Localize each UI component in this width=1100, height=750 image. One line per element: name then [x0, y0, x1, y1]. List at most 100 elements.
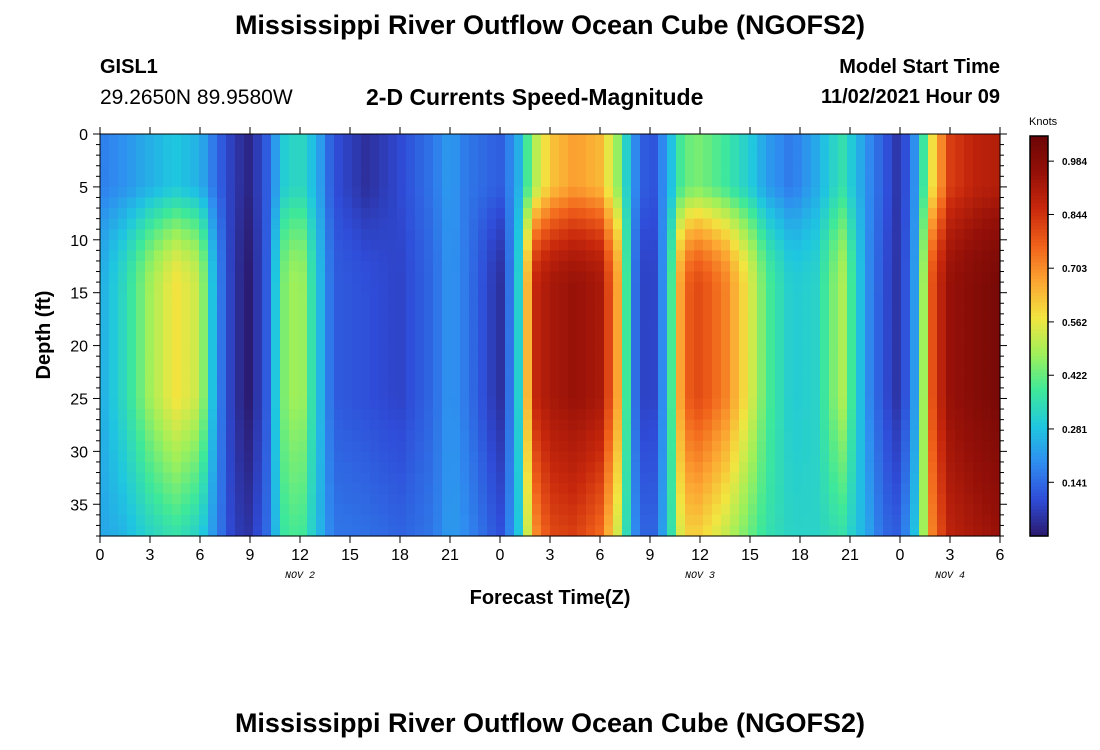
heatmap-cell [397, 366, 407, 378]
heatmap-cell [955, 525, 965, 537]
heatmap-cell [424, 440, 434, 452]
heatmap-cell [784, 197, 794, 209]
heatmap-cell [253, 303, 263, 315]
heatmap-cell [262, 398, 272, 410]
heatmap-cell [505, 514, 515, 527]
heatmap-cell [775, 525, 785, 537]
heatmap-cell [307, 271, 317, 283]
heatmap-cell [757, 197, 767, 209]
heatmap-cell [235, 398, 245, 410]
heatmap-cell [244, 356, 254, 368]
heatmap-cell [613, 356, 623, 368]
heatmap-cell [343, 345, 353, 357]
heatmap-cell [658, 493, 668, 505]
heatmap-cell [640, 356, 650, 368]
heatmap-cell [316, 461, 326, 474]
heatmap-cell [235, 366, 245, 378]
heatmap-cell [415, 282, 425, 294]
heatmap-cell [523, 250, 533, 262]
heatmap-cell [496, 483, 506, 495]
heatmap-cell [766, 366, 776, 378]
heatmap-cell [586, 493, 596, 505]
heatmap-cell [793, 398, 803, 410]
heatmap-cell [802, 271, 812, 283]
heatmap-cell [190, 335, 200, 347]
heatmap-cell [667, 229, 677, 241]
heatmap-cell [451, 504, 461, 516]
heatmap-cell [109, 483, 119, 495]
heatmap-cell [631, 260, 641, 273]
heatmap-cell [316, 324, 326, 336]
colorbar-segment [1030, 146, 1048, 150]
heatmap-cell [910, 186, 920, 199]
heatmap-cell [136, 218, 146, 230]
heatmap-cell [829, 250, 839, 262]
heatmap-cell [901, 493, 911, 505]
heatmap-cell [361, 366, 371, 378]
heatmap-cell [352, 197, 362, 209]
heatmap-cell [280, 292, 290, 304]
heatmap-cell [460, 134, 470, 146]
heatmap-cell [838, 493, 848, 505]
heatmap-cell [415, 292, 425, 304]
heatmap-cell [118, 313, 128, 326]
heatmap-cell [955, 451, 965, 463]
heatmap-cell [865, 472, 875, 484]
heatmap-cell [388, 144, 398, 156]
heatmap-cell [910, 472, 920, 484]
heatmap-cell [802, 387, 812, 400]
heatmap-cell [334, 472, 344, 484]
heatmap-cell [280, 155, 290, 167]
heatmap-cell [865, 165, 875, 177]
heatmap-cell [757, 271, 767, 283]
heatmap-cell [172, 229, 182, 241]
heatmap-cell [622, 260, 632, 273]
colorbar-segment [1030, 189, 1048, 194]
heatmap-cell [892, 313, 902, 326]
heatmap-cell [991, 483, 1001, 495]
heatmap-cell [784, 409, 794, 421]
heatmap-cell [397, 419, 407, 431]
heatmap-cell [145, 282, 155, 294]
heatmap-cell [856, 324, 866, 336]
heatmap-cell [784, 303, 794, 315]
heatmap-cell [109, 186, 119, 199]
heatmap-cell [190, 483, 200, 495]
heatmap-cell [487, 345, 497, 357]
heatmap-cell [694, 387, 704, 400]
heatmap-cell [352, 451, 362, 463]
heatmap-cell [793, 493, 803, 505]
heatmap-cell [496, 451, 506, 463]
heatmap-cell [910, 271, 920, 283]
heatmap-cell [496, 134, 506, 146]
heatmap-cell [964, 218, 974, 230]
heatmap-cell [343, 419, 353, 431]
heatmap-cell [388, 345, 398, 357]
heatmap-cell [892, 218, 902, 230]
heatmap-cell [811, 345, 821, 357]
heatmap-cell [100, 387, 110, 400]
heatmap-cell [145, 218, 155, 230]
heatmap-cell [631, 366, 641, 378]
heatmap-cell [766, 134, 776, 146]
heatmap-cell [694, 377, 704, 389]
heatmap-cell [343, 440, 353, 452]
heatmap-cell [550, 155, 560, 167]
heatmap-cell [703, 514, 713, 527]
heatmap-cell [829, 303, 839, 315]
heatmap-cell [208, 345, 218, 357]
heatmap-cell [496, 144, 506, 156]
heatmap-cell [136, 451, 146, 463]
heatmap-cell [883, 440, 893, 452]
heatmap-cell [775, 356, 785, 368]
heatmap-cell [721, 324, 731, 336]
heatmap-cell [406, 282, 416, 294]
heatmap-cell [271, 303, 281, 315]
heatmap-cell [955, 165, 965, 177]
heatmap-cell [577, 493, 587, 505]
heatmap-cell [658, 303, 668, 315]
heatmap-cell [316, 387, 326, 400]
heatmap-cell [307, 176, 317, 188]
heatmap-cell [442, 514, 452, 527]
